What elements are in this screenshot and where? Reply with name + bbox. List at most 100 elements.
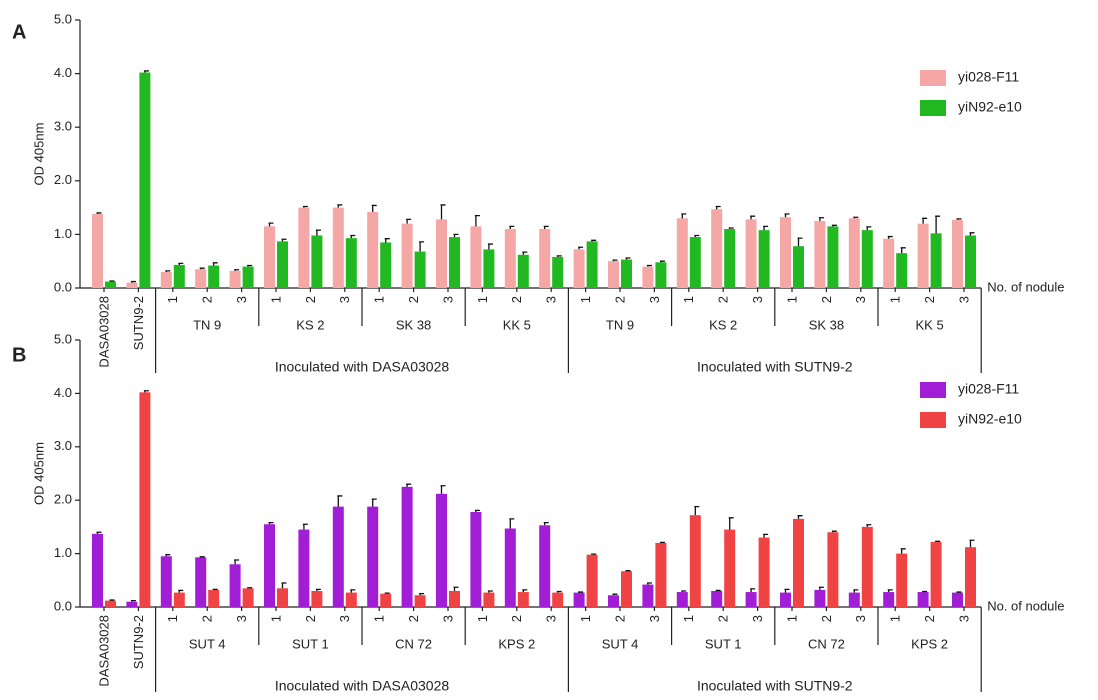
legend-label: yi028-F11 xyxy=(958,69,1019,85)
error-bar xyxy=(729,228,734,229)
bar xyxy=(380,594,391,607)
error-bar xyxy=(798,516,803,519)
x-tick-label: 1 xyxy=(578,296,593,303)
error-bar xyxy=(234,270,239,271)
bar xyxy=(105,601,116,607)
bar xyxy=(333,208,344,288)
error-bar xyxy=(716,207,721,210)
x-tick-label: 1 xyxy=(268,296,283,303)
bar xyxy=(92,214,103,288)
error-bar xyxy=(866,227,871,230)
super-group-label: Inoculated with DASA03028 xyxy=(275,678,450,694)
bar xyxy=(655,262,666,288)
y-tick-label: 0.0 xyxy=(54,279,72,294)
bar xyxy=(230,271,241,288)
bar xyxy=(724,530,735,607)
legend-swatch xyxy=(920,382,946,398)
error-bar xyxy=(591,554,596,555)
x-tick-label: 3 xyxy=(956,296,971,303)
x-tick-label: 1 xyxy=(165,296,180,303)
y-tick-label: 4.0 xyxy=(54,65,72,80)
x-tick-label: 1 xyxy=(888,296,903,303)
x-tick-label: 1 xyxy=(578,615,593,622)
error-bar xyxy=(785,589,790,592)
error-bar xyxy=(866,525,871,527)
bar xyxy=(896,253,907,288)
error-bar xyxy=(798,238,803,246)
error-bar xyxy=(970,540,975,547)
bar xyxy=(367,507,378,607)
bar xyxy=(746,219,757,288)
error-bar xyxy=(935,216,940,233)
x-tick-label: 1 xyxy=(165,615,180,622)
x-tick-label: 1 xyxy=(475,296,490,303)
error-bar xyxy=(832,225,837,226)
group-label: TN 9 xyxy=(193,317,221,332)
bar xyxy=(574,593,585,607)
legend-label: yi028-F11 xyxy=(958,381,1019,397)
bar xyxy=(436,494,447,607)
x-tick-label: 1 xyxy=(888,615,903,622)
error-bar xyxy=(922,218,927,223)
x-tick-label: 1 xyxy=(372,296,387,303)
bar xyxy=(208,265,219,288)
group-label: TN 9 xyxy=(606,317,634,332)
error-bar xyxy=(350,235,355,238)
error-bar xyxy=(922,592,927,593)
x-tick-label: 2 xyxy=(922,615,937,622)
error-bar xyxy=(234,560,239,564)
y-tick-label: 5.0 xyxy=(54,11,72,26)
error-bar xyxy=(488,591,493,593)
super-group-label: Inoculated with SUTN9-2 xyxy=(697,359,853,375)
error-bar xyxy=(372,205,377,211)
error-bar xyxy=(282,239,287,241)
y-tick-label: 2.0 xyxy=(54,172,72,187)
error-bar xyxy=(557,592,562,593)
error-bar xyxy=(888,590,893,592)
error-bar xyxy=(337,496,342,507)
error-bar xyxy=(131,282,136,283)
error-bar xyxy=(660,542,665,543)
x-tick-label: 3 xyxy=(544,615,559,622)
error-bar xyxy=(819,218,824,221)
bar xyxy=(711,209,722,288)
error-bar xyxy=(729,518,734,530)
error-bar xyxy=(613,260,618,261)
bar xyxy=(883,592,894,607)
error-bar xyxy=(316,230,321,235)
bar xyxy=(126,283,137,288)
bar xyxy=(483,593,494,607)
error-bar xyxy=(970,233,975,236)
bar xyxy=(952,220,963,288)
bar xyxy=(518,255,529,288)
bar xyxy=(539,229,550,288)
error-bar xyxy=(935,541,940,542)
error-bar xyxy=(178,263,183,265)
bar xyxy=(277,241,288,288)
error-bar xyxy=(832,531,837,532)
error-bar xyxy=(660,261,665,262)
error-bar xyxy=(110,600,115,601)
bar xyxy=(918,224,929,288)
error-bar xyxy=(957,219,962,220)
group-label: SUT 4 xyxy=(189,636,226,651)
bar xyxy=(174,593,185,607)
x-tick-label: 2 xyxy=(200,615,215,622)
bar xyxy=(333,507,344,607)
error-bar xyxy=(591,240,596,241)
bar xyxy=(415,252,426,288)
bar xyxy=(449,591,460,607)
legend-swatch xyxy=(920,70,946,86)
bar xyxy=(931,233,942,288)
x-tick-label: 3 xyxy=(647,296,662,303)
bar xyxy=(277,588,288,607)
x-tick-label: 3 xyxy=(853,615,868,622)
x-tick-label: 3 xyxy=(544,296,559,303)
x-tick-label: DASA03028 xyxy=(96,296,111,368)
bar xyxy=(139,392,150,607)
error-bar xyxy=(97,532,102,534)
group-label: KPS 2 xyxy=(498,636,535,651)
bar xyxy=(621,571,632,607)
bar xyxy=(965,547,976,607)
bar xyxy=(780,217,791,288)
